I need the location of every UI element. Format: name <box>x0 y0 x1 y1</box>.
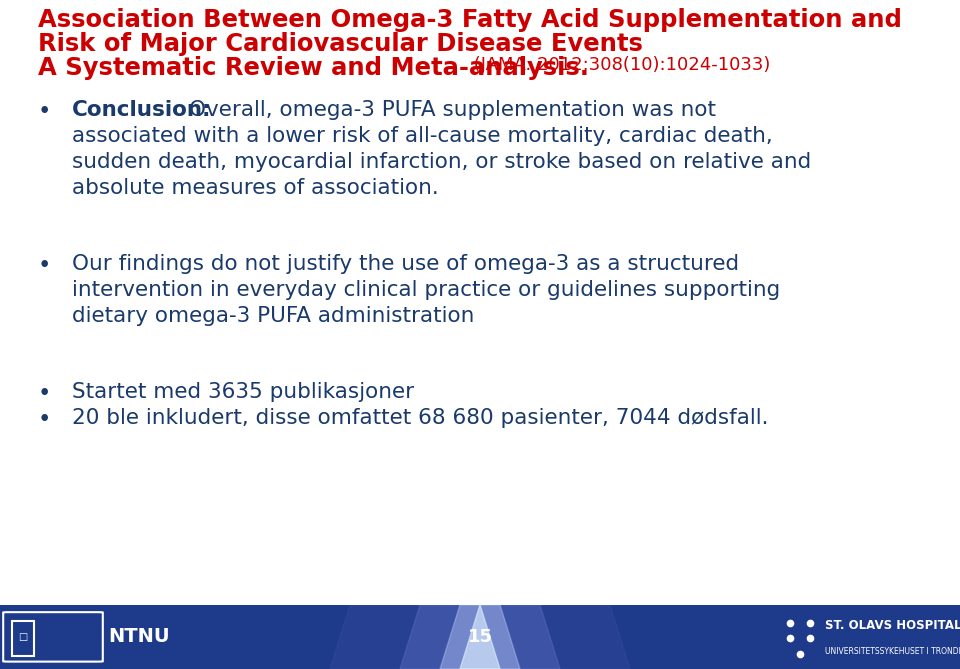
Text: •: • <box>38 382 52 405</box>
Text: •: • <box>38 100 52 123</box>
Text: absolute measures of association.: absolute measures of association. <box>72 178 439 198</box>
Polygon shape <box>460 605 500 669</box>
Text: 20 ble inkludert, disse omfattet 68 680 pasienter, 7044 dødsfall.: 20 ble inkludert, disse omfattet 68 680 … <box>72 408 769 428</box>
Text: (JAMA. 2012;308(10):1024-1033): (JAMA. 2012;308(10):1024-1033) <box>468 56 770 74</box>
Text: NTNU: NTNU <box>108 628 170 646</box>
Text: •: • <box>38 254 52 277</box>
Polygon shape <box>330 605 630 669</box>
Text: sudden death, myocardial infarction, or stroke based on relative and: sudden death, myocardial infarction, or … <box>72 152 811 172</box>
Text: Risk of Major Cardiovascular Disease Events: Risk of Major Cardiovascular Disease Eve… <box>38 32 643 56</box>
Text: intervention in everyday clinical practice or guidelines supporting: intervention in everyday clinical practi… <box>72 280 780 300</box>
Text: □: □ <box>18 632 28 642</box>
Polygon shape <box>440 605 520 669</box>
Text: ST. OLAVS HOSPITAL: ST. OLAVS HOSPITAL <box>825 619 960 632</box>
Text: dietary omega-3 PUFA administration: dietary omega-3 PUFA administration <box>72 306 474 326</box>
Text: 15: 15 <box>468 628 492 646</box>
Text: •: • <box>38 408 52 431</box>
Text: Our findings do not justify the use of omega-3 as a structured: Our findings do not justify the use of o… <box>72 254 739 274</box>
Polygon shape <box>400 605 560 669</box>
Text: associated with a lower risk of all-cause mortality, cardiac death,: associated with a lower risk of all-caus… <box>72 126 773 146</box>
Text: Overall, omega-3 PUFA supplementation was not: Overall, omega-3 PUFA supplementation wa… <box>189 100 716 120</box>
Text: Conclusion:: Conclusion: <box>72 100 211 120</box>
FancyBboxPatch shape <box>12 621 34 656</box>
Text: Association Between Omega-3 Fatty Acid Supplementation and: Association Between Omega-3 Fatty Acid S… <box>38 8 901 32</box>
Text: A Systematic Review and Meta-analysis.: A Systematic Review and Meta-analysis. <box>38 56 589 80</box>
Bar <box>0 605 960 669</box>
Text: UNIVERSITETSSYKEHUSET I TRONDHEIM: UNIVERSITETSSYKEHUSET I TRONDHEIM <box>825 646 960 656</box>
Text: Startet med 3635 publikasjoner: Startet med 3635 publikasjoner <box>72 382 414 402</box>
